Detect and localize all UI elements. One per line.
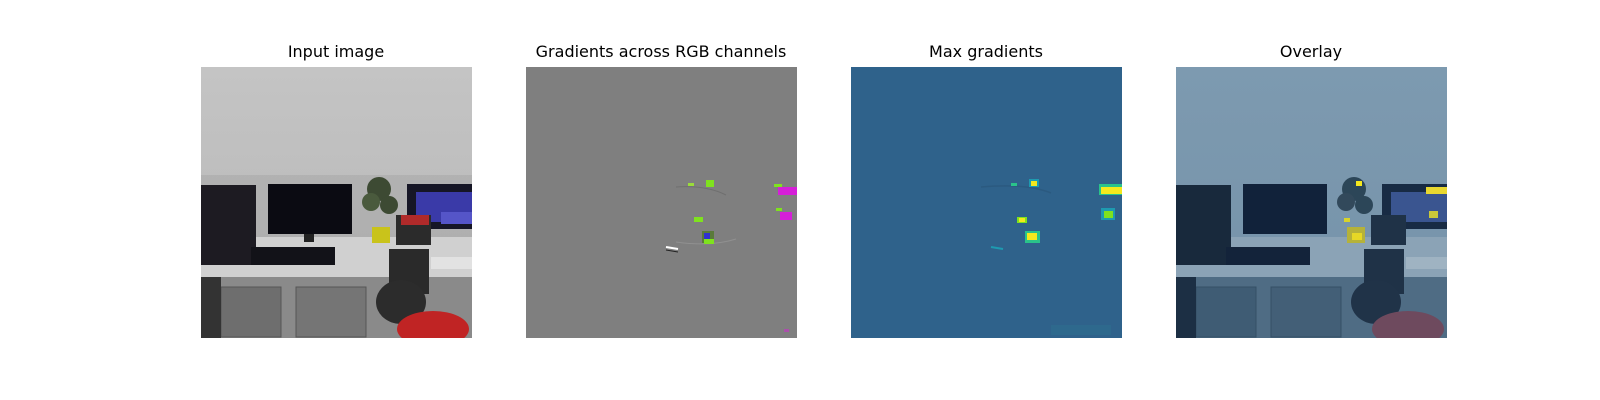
input-image — [201, 67, 472, 338]
max-gradients-panel — [851, 67, 1122, 338]
max-gradients-image — [851, 67, 1122, 338]
panel-title-rgb-gradients: Gradients across RGB channels — [535, 42, 787, 61]
panel-title-max-gradients: Max gradients — [929, 42, 1043, 61]
overlay-panel — [1176, 67, 1447, 338]
panel-title-overlay: Overlay — [1279, 42, 1343, 61]
rgb-gradients-panel — [526, 67, 797, 338]
rgb-gradients-image — [526, 67, 797, 338]
panel-title-input-image: Input image — [287, 42, 385, 61]
overlay-image — [1176, 67, 1447, 338]
input-image-panel — [201, 67, 472, 338]
